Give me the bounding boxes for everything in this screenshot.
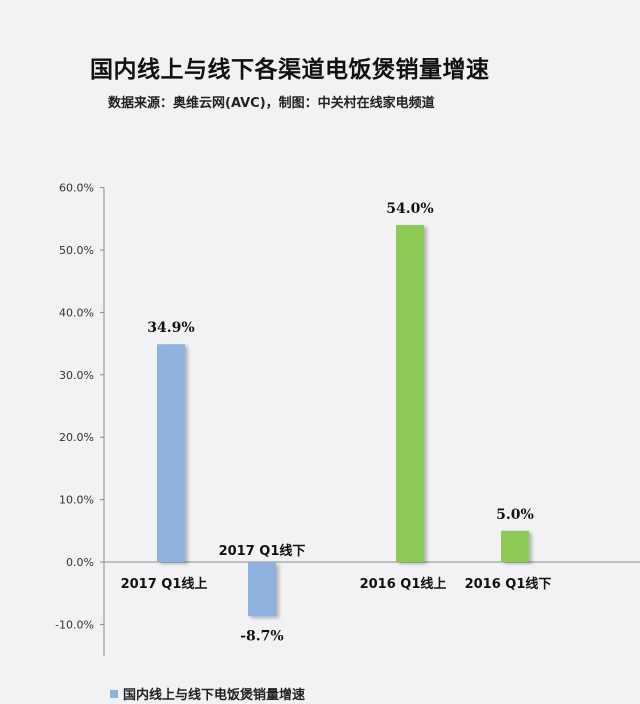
y-tick-label: 0.0% [66, 556, 94, 569]
chart-subtitle: 数据来源：奥维云网(AVC)，制图：中关村在线家电频道 [108, 96, 435, 111]
bar-value-label: 54.0% [386, 201, 433, 217]
bar [501, 530, 529, 562]
bar [248, 562, 276, 617]
category-label: 2016 Q1线下 [465, 576, 552, 592]
category-label: 2016 Q1线上 [360, 576, 447, 592]
bar [157, 344, 185, 562]
bar-value-label: 5.0% [496, 507, 534, 523]
chart-title: 国内线上与线下各渠道电饭煲销量增速 [90, 57, 490, 83]
y-tick-label: 40.0% [59, 306, 94, 319]
bar-value-label: 34.9% [147, 320, 194, 336]
y-tick-label: 30.0% [59, 369, 94, 382]
y-tick-label: 60.0% [59, 182, 94, 195]
legend: 国内线上与线下电饭煲销量增速 [110, 684, 305, 703]
y-tick-label: 20.0% [59, 431, 94, 444]
bar-value-label: -8.7% [240, 628, 283, 644]
legend-label: 国内线上与线下电饭煲销量增速 [123, 688, 306, 703]
category-label: 2017 Q1线下 [219, 543, 306, 559]
bar [396, 225, 424, 563]
y-tick-label: 10.0% [59, 494, 94, 507]
y-tick-label: 50.0% [59, 244, 94, 257]
legend-swatch [110, 689, 118, 698]
category-label: 2017 Q1线上 [121, 576, 208, 592]
y-tick-label: -10.0% [55, 618, 94, 631]
